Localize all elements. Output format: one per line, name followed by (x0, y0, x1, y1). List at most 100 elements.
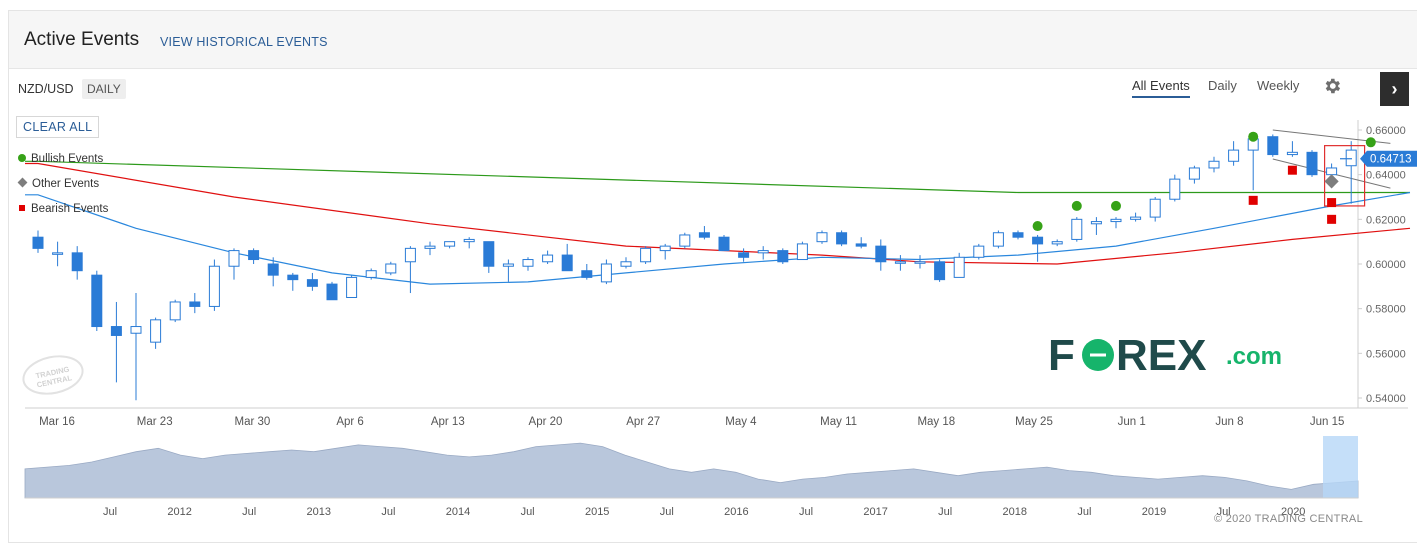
forex-logo-text: F (1048, 331, 1076, 380)
other-diamond-icon (17, 177, 28, 188)
candle (71, 246, 83, 280)
candle (1228, 141, 1240, 166)
candle-down-body (189, 301, 201, 307)
tab-all-events[interactable]: All Events (1132, 78, 1190, 98)
candle-up-body (1090, 221, 1102, 225)
last-price-label: 0.64713 (1370, 154, 1412, 166)
candle-up-body (992, 232, 1004, 247)
candle-up-body (424, 245, 436, 249)
navigator-area (24, 442, 1359, 499)
y-tick-label: 0.64000 (1366, 170, 1406, 182)
candle-up-body (894, 261, 906, 264)
symbol-label: NZD/USD (18, 82, 74, 96)
candle (1012, 230, 1024, 240)
bearish-square-icon (19, 205, 25, 211)
x-tick-label: Mar 30 (235, 416, 271, 428)
moving-average-line (25, 162, 1411, 265)
copyright-text: © 2020 TRADING CENTRAL (1214, 513, 1363, 525)
legend-other-label: Other Events (32, 178, 100, 190)
candle (1051, 239, 1063, 247)
navigator-tick-label: 2019 (1142, 506, 1166, 518)
candle (542, 250, 554, 264)
pattern-highlight-box (1323, 145, 1366, 207)
candle (424, 241, 436, 256)
candle (346, 275, 358, 298)
navigator-tick-label: Jul (521, 506, 535, 518)
candle (1071, 217, 1083, 242)
forex-logo-domain: .com (1226, 343, 1282, 370)
candle-down-body (698, 232, 710, 238)
candle-down-body (483, 241, 495, 267)
candle (894, 255, 906, 271)
candle-down-body (855, 243, 867, 247)
navigator-tick-label: Jul (242, 506, 256, 518)
candle (32, 230, 44, 253)
candle (1208, 156, 1220, 173)
candle (561, 243, 573, 272)
bearish-event-marker (1248, 195, 1258, 205)
x-tick-label: Apr 20 (529, 416, 563, 428)
candle-up-body (973, 245, 985, 258)
last-price-badge (1360, 150, 1417, 167)
navigator-tick-label: 2017 (863, 506, 887, 518)
legend-bearish-events[interactable]: Bearish Events (18, 203, 108, 215)
candle (679, 232, 691, 249)
candle-down-body (581, 270, 593, 278)
candle-up-body (522, 259, 534, 267)
candle (973, 243, 985, 260)
candle-down-body (91, 274, 103, 328)
other-event-marker (1324, 174, 1339, 189)
candle (992, 230, 1004, 249)
tab-weekly[interactable]: Weekly (1257, 78, 1300, 93)
candle (1090, 217, 1102, 235)
candle-up-body (404, 247, 416, 263)
candle (1149, 197, 1161, 222)
candle-up-body (953, 256, 965, 278)
candle-down-body (248, 250, 260, 261)
candle (463, 237, 475, 249)
candle-down-body (110, 326, 122, 336)
bullish-circle-icon (18, 154, 26, 162)
candle-up-body (1188, 167, 1200, 180)
candle (640, 246, 652, 264)
candle-up-body (169, 301, 181, 321)
candle-up-body (52, 252, 64, 255)
candle (738, 248, 750, 262)
candle (914, 255, 926, 269)
navigator-tick-label: Jul (381, 506, 395, 518)
candle (718, 234, 730, 252)
candle-up-body (130, 326, 142, 334)
navigator-selection-window (1323, 436, 1358, 498)
x-tick-label: May 4 (725, 416, 757, 428)
gear-icon[interactable] (1322, 76, 1342, 96)
candle-up-body (620, 261, 632, 267)
moving-average-line (25, 160, 1410, 194)
legend-bullish-label: Bullish Events (31, 153, 104, 165)
y-tick-label: 0.66000 (1366, 125, 1406, 137)
candle (444, 241, 456, 249)
candle-down-body (1267, 136, 1279, 156)
candle-up-body (1228, 149, 1240, 162)
forex-watermark: F REX .com (1048, 331, 1282, 380)
candle-down-body (777, 250, 789, 263)
view-historical-events-link[interactable]: VIEW HISTORICAL EVENTS (160, 35, 328, 49)
bearish-event-marker (1287, 165, 1297, 175)
candle (953, 252, 965, 278)
tab-daily[interactable]: Daily (1208, 78, 1237, 93)
candle-up-body (816, 232, 828, 243)
candle-down-body (561, 254, 573, 272)
candle (208, 259, 220, 311)
expand-panel-button[interactable]: › (1380, 72, 1409, 106)
navigator-tick-label: Jul (1217, 506, 1231, 518)
candle-down-body (738, 252, 750, 258)
legend-bullish-events[interactable]: Bullish Events (18, 153, 103, 165)
candle (757, 246, 769, 260)
candle-down-body (1012, 232, 1024, 238)
candle-up-body (1286, 151, 1298, 156)
candle-up-body (1345, 149, 1357, 167)
candle-up-body (600, 263, 612, 283)
clear-all-button[interactable]: CLEAR ALL (16, 116, 100, 138)
legend-other-events[interactable]: Other Events (17, 177, 100, 190)
candle (1032, 234, 1044, 262)
candle-down-body (306, 279, 318, 287)
